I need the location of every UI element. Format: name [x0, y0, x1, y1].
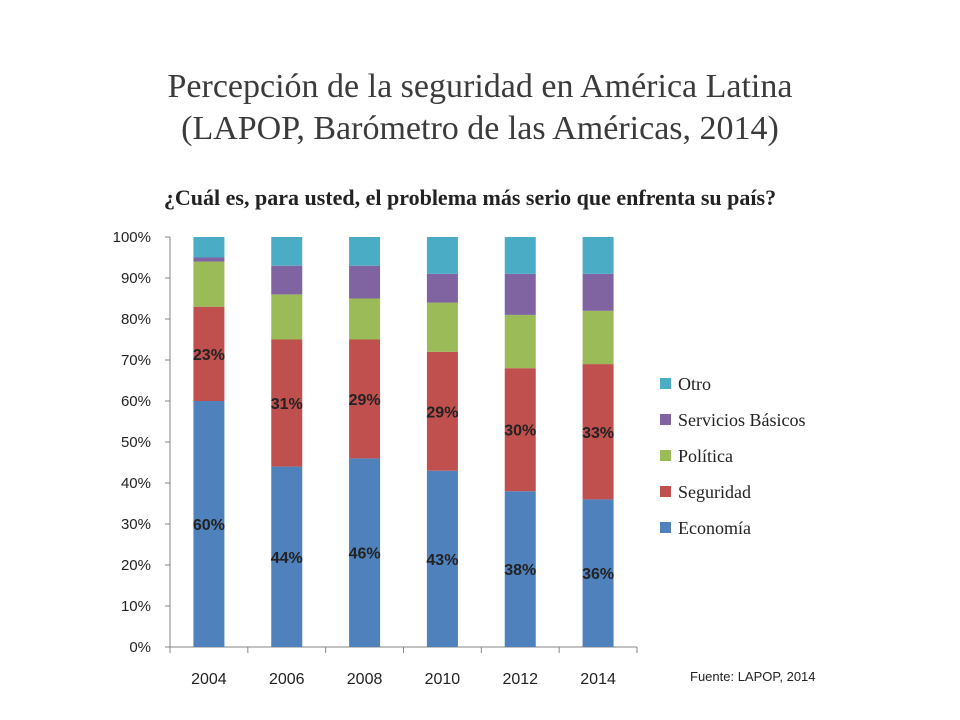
x-tick-label: 2004	[191, 671, 227, 688]
legend-label-servicios-basicos: Servicios Básicos	[678, 410, 806, 430]
bar-seguridad-2010	[426, 351, 458, 471]
bar-seguridad-2006	[271, 339, 303, 467]
bar-politica-2008	[349, 298, 381, 340]
x-tick-label: 2008	[347, 671, 383, 688]
x-tick-label: 2014	[580, 671, 616, 688]
bar-seguridad-2008	[349, 339, 381, 459]
bar-stack-2010: 43% 29%	[426, 237, 458, 647]
bar-servicios-basicos-2004	[193, 257, 225, 262]
bar-servicios-basicos-2008	[349, 265, 381, 299]
bar-stack-2004: 60% 23%	[193, 237, 225, 647]
data-label: 29%	[349, 392, 381, 409]
bar-servicios-basicos-2012	[504, 273, 536, 315]
y-tick-label: 90%	[121, 270, 151, 287]
bar-politica-2004	[193, 261, 225, 307]
bar-seguridad-2014	[582, 364, 614, 500]
data-label: 38%	[504, 562, 536, 579]
bar-economia-2012	[504, 491, 536, 647]
x-tick-label: 2006	[269, 671, 305, 688]
bar-seguridad-2012	[504, 368, 536, 492]
y-tick-label: 60%	[121, 393, 151, 410]
y-tick-label: 70%	[121, 352, 151, 369]
bar-otro-2006	[271, 237, 303, 266]
bar-servicios-basicos-2014	[582, 273, 614, 311]
survey-question: ¿Cuál es, para usted, el problema más se…	[163, 185, 777, 210]
y-tick-label: 100%	[113, 229, 151, 246]
bar-otro-2008	[349, 237, 381, 266]
legend-swatch-servicios-basicos	[660, 414, 671, 425]
bar-stack-2014: 36% 33%	[582, 237, 614, 647]
bar-politica-2012	[504, 314, 536, 369]
bar-economia-2006	[271, 466, 303, 647]
y-tick-label: 0%	[129, 639, 151, 656]
bar-politica-2006	[271, 294, 303, 340]
bar-stack-2012: 38% 30%	[504, 237, 536, 647]
legend-swatch-seguridad	[660, 486, 671, 497]
legend-label-otro: Otro	[678, 374, 711, 394]
bar-stack-2006: 44% 31%	[271, 237, 303, 647]
bar-politica-2014	[582, 310, 614, 365]
bar-servicios-basicos-2010	[426, 273, 458, 303]
legend-label-seguridad: Seguridad	[678, 482, 751, 502]
slide-title-line-2: (LAPOP, Barómetro de las Américas, 2014)	[181, 110, 779, 147]
y-tick-label: 10%	[121, 598, 151, 615]
y-tick-label: 20%	[121, 557, 151, 574]
data-label: 29%	[426, 404, 458, 421]
legend-label-politica: Política	[678, 446, 733, 466]
source-note: Fuente: LAPOP, 2014	[690, 669, 816, 684]
data-label: 30%	[504, 423, 536, 440]
y-tick-label: 30%	[121, 516, 151, 533]
bar-politica-2010	[426, 302, 458, 352]
legend-swatch-economia	[660, 522, 671, 533]
data-label: 43%	[426, 552, 458, 569]
y-tick-label: 80%	[121, 311, 151, 328]
y-tick-label: 40%	[121, 475, 151, 492]
bar-otro-2010	[426, 237, 458, 274]
legend-label-economia: Economía	[678, 518, 751, 538]
bar-economia-2008	[349, 458, 381, 647]
data-label: 33%	[582, 425, 614, 442]
slide-title: Percepción de la seguridad en América La…	[0, 66, 960, 150]
data-label: 46%	[349, 546, 381, 563]
legend-swatch-otro	[660, 378, 671, 389]
bar-economia-2014	[582, 499, 614, 647]
data-label: 23%	[193, 347, 225, 364]
data-label: 44%	[271, 550, 303, 567]
bar-stack-2008: 46% 29%	[349, 237, 381, 647]
bar-seguridad-2004	[193, 306, 225, 401]
data-label: 31%	[271, 396, 303, 413]
data-label: 36%	[582, 566, 614, 583]
bar-otro-2004	[193, 237, 225, 258]
x-tick-label: 2010	[425, 671, 461, 688]
slide-title-line-1: Percepción de la seguridad en América La…	[167, 68, 793, 105]
bar-servicios-basicos-2006	[271, 265, 303, 295]
data-label: 60%	[193, 517, 225, 534]
legend-swatch-politica	[660, 450, 671, 461]
chart-legend: Otro Servicios Básicos Política Seguridad Ec…	[660, 374, 806, 538]
bar-otro-2014	[582, 237, 614, 274]
bar-economia-2010	[426, 470, 458, 647]
y-tick-label: 50%	[121, 434, 151, 451]
bar-economia-2004	[193, 401, 225, 647]
bar-otro-2012	[504, 237, 536, 274]
x-tick-label: 2012	[502, 671, 538, 688]
